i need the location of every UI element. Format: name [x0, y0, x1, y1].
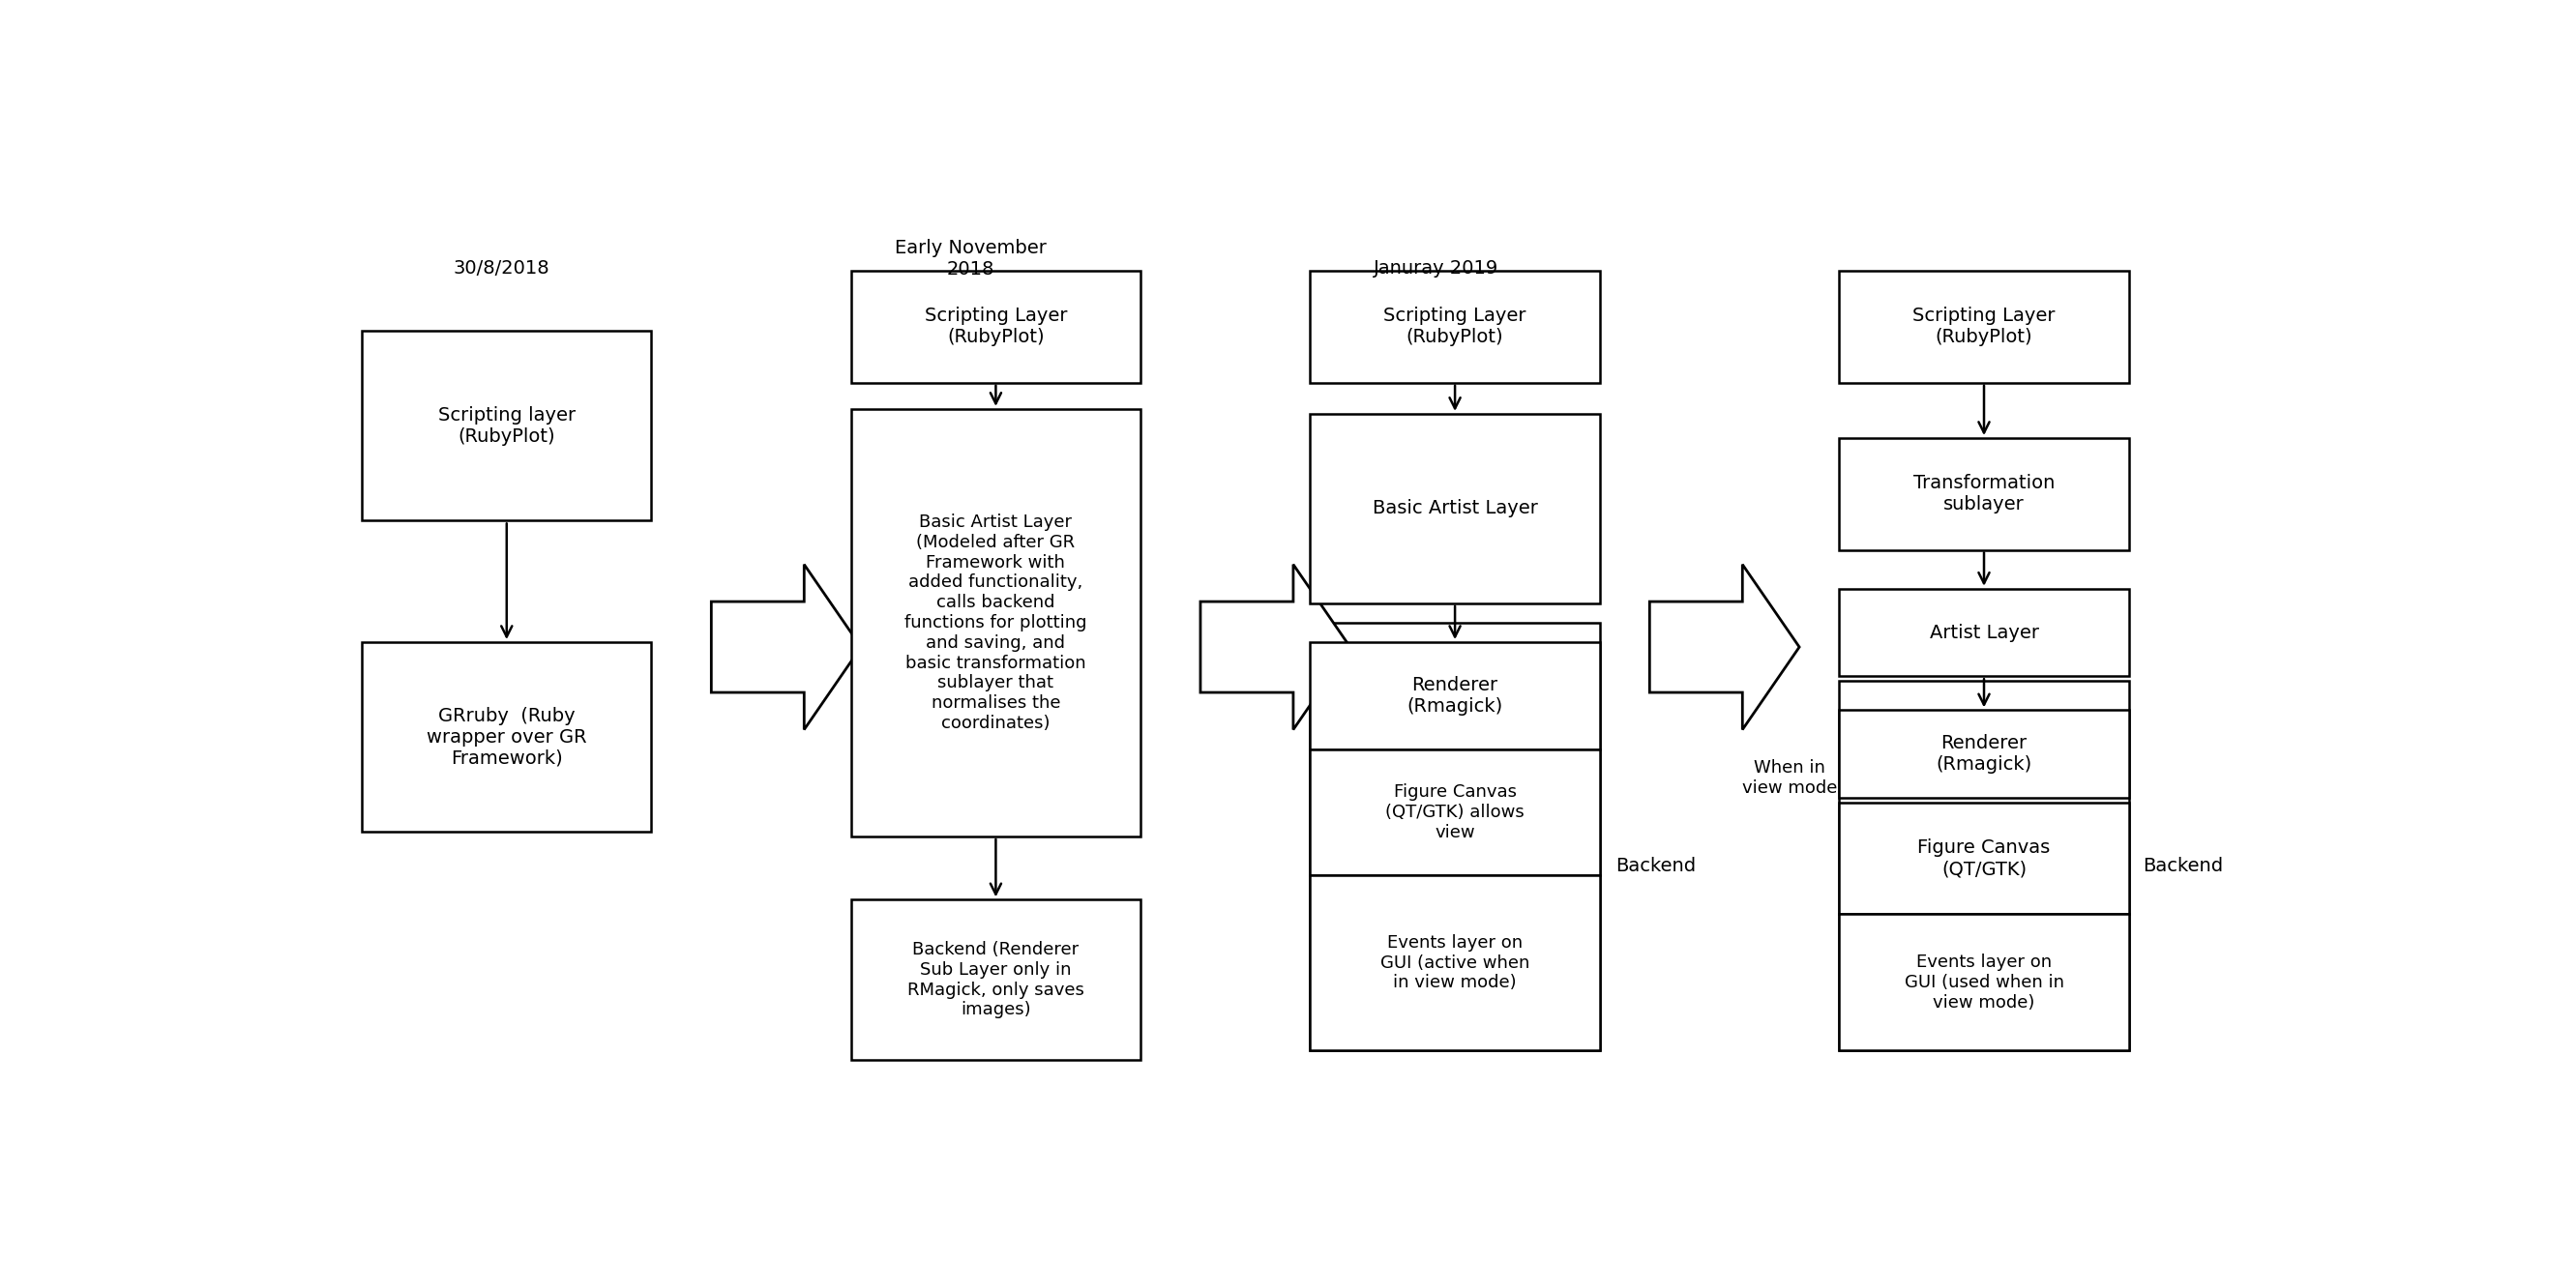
Text: Backend (Renderer
Sub Layer only in
RMagick, only saves
images): Backend (Renderer Sub Layer only in RMag… [907, 941, 1084, 1018]
FancyBboxPatch shape [361, 331, 652, 521]
Polygon shape [711, 564, 860, 729]
FancyBboxPatch shape [1311, 414, 1600, 603]
Text: Artist Layer: Artist Layer [1929, 623, 2038, 641]
Text: Basic Artist Layer
(Modeled after GR
Framework with
added functionality,
calls b: Basic Artist Layer (Modeled after GR Fra… [904, 514, 1087, 732]
Text: Scripting Layer
(RubyPlot): Scripting Layer (RubyPlot) [1911, 307, 2056, 347]
FancyBboxPatch shape [850, 900, 1141, 1060]
FancyBboxPatch shape [1839, 271, 2128, 382]
FancyBboxPatch shape [1839, 588, 2128, 676]
FancyBboxPatch shape [1311, 271, 1600, 382]
FancyBboxPatch shape [1839, 711, 2128, 798]
FancyBboxPatch shape [850, 271, 1141, 382]
FancyBboxPatch shape [1311, 622, 1600, 1050]
FancyBboxPatch shape [850, 409, 1141, 837]
Text: Figure Canvas
(QT/GTK) allows
view: Figure Canvas (QT/GTK) allows view [1386, 784, 1525, 840]
Text: Scripting Layer
(RubyPlot): Scripting Layer (RubyPlot) [1383, 307, 1528, 347]
Text: Figure Canvas
(QT/GTK): Figure Canvas (QT/GTK) [1917, 838, 2050, 878]
FancyBboxPatch shape [1311, 876, 1600, 1050]
Text: Januray 2019: Januray 2019 [1373, 259, 1499, 278]
FancyBboxPatch shape [361, 642, 652, 832]
Text: Renderer
(Rmagick): Renderer (Rmagick) [1937, 734, 2032, 774]
FancyBboxPatch shape [1839, 438, 2128, 550]
Text: Scripting Layer
(RubyPlot): Scripting Layer (RubyPlot) [925, 307, 1066, 347]
Text: Renderer
(Rmagick): Renderer (Rmagick) [1406, 675, 1502, 716]
FancyBboxPatch shape [1839, 681, 2128, 1050]
Polygon shape [1649, 564, 1798, 729]
Text: 30/8/2018: 30/8/2018 [453, 259, 549, 278]
Text: When in
view mode: When in view mode [1741, 760, 1837, 798]
FancyBboxPatch shape [1311, 750, 1600, 876]
FancyBboxPatch shape [1839, 914, 2128, 1050]
Text: Backend: Backend [1615, 857, 1695, 875]
Text: Basic Artist Layer: Basic Artist Layer [1373, 500, 1538, 517]
Text: Transformation
sublayer: Transformation sublayer [1914, 475, 2056, 514]
Polygon shape [1200, 564, 1350, 729]
Text: GRruby  (Ruby
wrapper over GR
Framework): GRruby (Ruby wrapper over GR Framework) [428, 707, 587, 767]
Text: Scripting layer
(RubyPlot): Scripting layer (RubyPlot) [438, 406, 574, 445]
Text: Events layer on
GUI (active when
in view mode): Events layer on GUI (active when in view… [1381, 934, 1530, 992]
Text: Early November
2018: Early November 2018 [894, 239, 1046, 279]
Text: Events layer on
GUI (used when in
view mode): Events layer on GUI (used when in view m… [1904, 954, 2063, 1011]
Text: Backend: Backend [2143, 857, 2223, 875]
FancyBboxPatch shape [1839, 803, 2128, 914]
FancyBboxPatch shape [1311, 642, 1600, 750]
